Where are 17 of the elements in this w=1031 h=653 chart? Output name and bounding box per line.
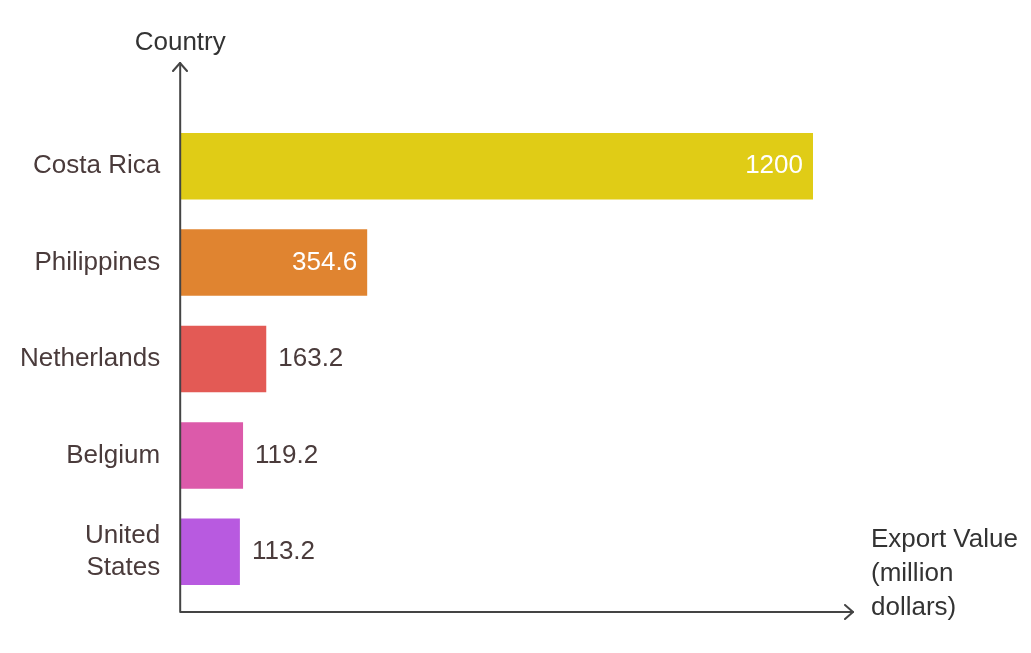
- x-axis-title: Export Value (million dollars): [871, 523, 1018, 622]
- bar: [180, 325, 267, 393]
- y-tick-label: Philippines: [34, 245, 161, 276]
- y-tick-label: Costa Rica: [33, 149, 161, 180]
- y-tick-label: United States: [85, 519, 161, 581]
- y-tick-label: Belgium: [66, 438, 161, 469]
- data-label: 354.6: [292, 245, 358, 276]
- data-label: 163.2: [278, 342, 344, 373]
- y-tick-label: Netherlands: [19, 342, 161, 373]
- data-label: 119.2: [255, 438, 319, 469]
- data-label: 1200: [745, 149, 803, 180]
- data-label: 113.2: [251, 534, 316, 565]
- bar: [180, 518, 240, 586]
- bar: [180, 422, 244, 489]
- bar: [180, 229, 368, 296]
- bar: [180, 132, 813, 200]
- y-axis-title: Country: [134, 26, 226, 57]
